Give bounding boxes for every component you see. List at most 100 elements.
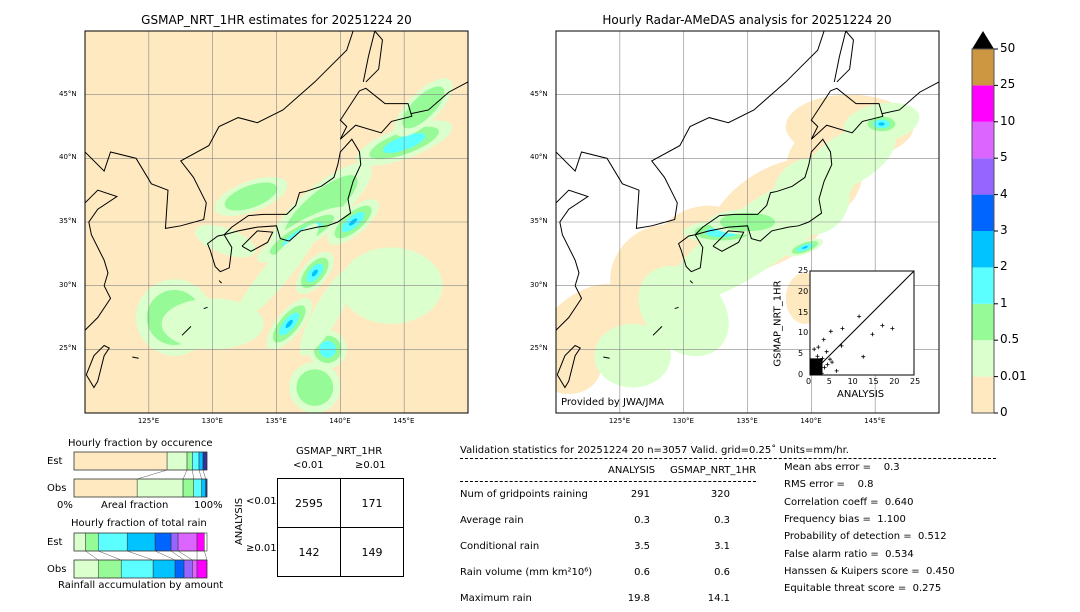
cell-hit-none: 2595 xyxy=(277,478,341,528)
coastline xyxy=(810,87,884,140)
stat-row-label: Conditional rain xyxy=(460,541,540,552)
scatter-point xyxy=(812,347,817,352)
scatter-x-tick: 25 xyxy=(910,377,921,386)
coastline xyxy=(677,234,704,273)
lon-tick-label: 135°E xyxy=(736,417,758,425)
contingency-title: GSMAP_NRT_1HR xyxy=(296,446,383,457)
fraction-bar-segment xyxy=(196,559,208,579)
coastline xyxy=(203,306,208,310)
contingency-row-title: ANALYSIS xyxy=(234,497,246,546)
rain-row-obs: Obs xyxy=(47,564,67,575)
coastline xyxy=(410,81,468,115)
score-line: Frequency bias = 1.100 xyxy=(784,513,906,525)
colorbar-label: 0 xyxy=(1000,405,1008,419)
scatter-y-tick: 15 xyxy=(798,307,809,317)
coastline xyxy=(556,31,825,229)
scatter-point xyxy=(840,326,845,331)
stat-row-label: Average rain xyxy=(460,515,524,526)
scatter-point xyxy=(834,368,839,373)
rain-area xyxy=(224,182,278,211)
scatter-y-tick: 10 xyxy=(798,328,809,338)
fraction-bar-segment xyxy=(98,532,128,552)
fraction-bar-segment xyxy=(186,451,193,471)
scatter-point xyxy=(814,362,819,367)
lat-tick-label: 35°N xyxy=(59,217,77,225)
scatter-y-tick: 5 xyxy=(798,349,804,359)
occ-row-est: Est xyxy=(47,456,63,467)
stat-analysis-value: 0.3 xyxy=(634,515,650,526)
fraction-bar-segment xyxy=(73,559,99,579)
lat-tick-label: 30°N xyxy=(530,280,548,289)
stat-row-label: Num of gridpoints raining xyxy=(460,489,588,500)
rain-row-est: Est xyxy=(47,537,63,548)
fraction-bar-segment xyxy=(120,559,154,579)
contingency-col-1: ≥0.01 xyxy=(355,460,386,471)
fraction-bar-segment xyxy=(152,559,176,579)
score-line: Probability of detection = 0.512 xyxy=(784,531,947,543)
stat-gsmap-value: 0.3 xyxy=(714,515,730,526)
contingency-table: 2595 171 142 149 xyxy=(277,478,404,577)
scatter-point xyxy=(822,365,827,370)
scatter-point xyxy=(825,362,830,367)
scatter-reference-line xyxy=(809,270,915,376)
fraction-connector xyxy=(155,550,176,561)
coastline xyxy=(556,189,590,379)
stat-analysis-value: 19.8 xyxy=(627,593,650,604)
scatter-point xyxy=(817,368,822,373)
colorbar-label: 0.5 xyxy=(1000,332,1020,347)
rain-area xyxy=(594,323,671,388)
coastline xyxy=(652,326,663,336)
right-map-title: Hourly Radar-AMeDAS analysis for 2025122… xyxy=(602,13,892,27)
scatter-point xyxy=(815,354,820,359)
fraction-bar-segment xyxy=(73,478,138,498)
lat-tick-label: 40°N xyxy=(530,153,548,162)
fraction-bar-frame xyxy=(73,559,208,579)
lon-tick-label: 125°E xyxy=(608,417,631,425)
scatter-y-tick: 25 xyxy=(798,266,809,275)
stat-analysis-value: 3.5 xyxy=(634,541,650,552)
colorbar-segment xyxy=(972,49,994,86)
score-line: Hanssen & Kuipers score = 0.450 xyxy=(784,565,955,577)
fraction-bar-segment xyxy=(136,478,184,498)
scatter-point xyxy=(821,337,826,342)
scatter-x-tick: 15 xyxy=(868,377,879,386)
colorbar-label: 2 xyxy=(1000,259,1008,274)
map-frame xyxy=(84,30,469,414)
contingency-col-0: <0.01 xyxy=(293,460,324,471)
fraction-bar-segment xyxy=(174,559,185,579)
scatter-point xyxy=(810,370,815,375)
coastline xyxy=(689,280,693,284)
fraction-bar-segment xyxy=(98,559,122,579)
fraction-connector xyxy=(204,550,208,561)
coastline xyxy=(181,326,192,336)
scatter-x-tick: 0 xyxy=(806,377,812,386)
rain-xlabel: Rainfall accumulation by amount xyxy=(58,580,224,591)
fraction-bar-frame xyxy=(73,451,208,471)
colorbar-segment xyxy=(972,303,994,341)
colorbar-segment xyxy=(972,231,994,268)
fraction-bar-frame xyxy=(73,478,208,498)
lat-tick-label: 25°N xyxy=(59,344,77,353)
lon-tick-label: 140°E xyxy=(800,417,822,425)
scatter-x-tick: 5 xyxy=(826,377,832,386)
scatter-y-tick: 20 xyxy=(798,286,809,296)
fraction-bar-segment xyxy=(201,478,206,498)
cell-miss: 142 xyxy=(277,527,341,577)
scatter-point xyxy=(890,326,895,331)
map-frame xyxy=(555,30,940,414)
fraction-bar-segment xyxy=(177,532,198,552)
stat-gsmap-value: 320 xyxy=(710,489,730,500)
scatter-point xyxy=(816,345,821,350)
fraction-connector xyxy=(85,550,99,561)
radar-map xyxy=(555,30,940,414)
scatter-point xyxy=(827,357,832,362)
colorbar-segment xyxy=(972,121,994,159)
colorbar-label: 4 xyxy=(1000,186,1008,201)
rain-area xyxy=(802,246,808,249)
cell-hit: 149 xyxy=(340,527,404,577)
fraction-bar-segment xyxy=(126,532,156,552)
scatter-x-tick: 20 xyxy=(889,377,900,386)
lat-tick-label: 40°N xyxy=(59,153,77,162)
fraction-bar-segment xyxy=(182,478,194,498)
